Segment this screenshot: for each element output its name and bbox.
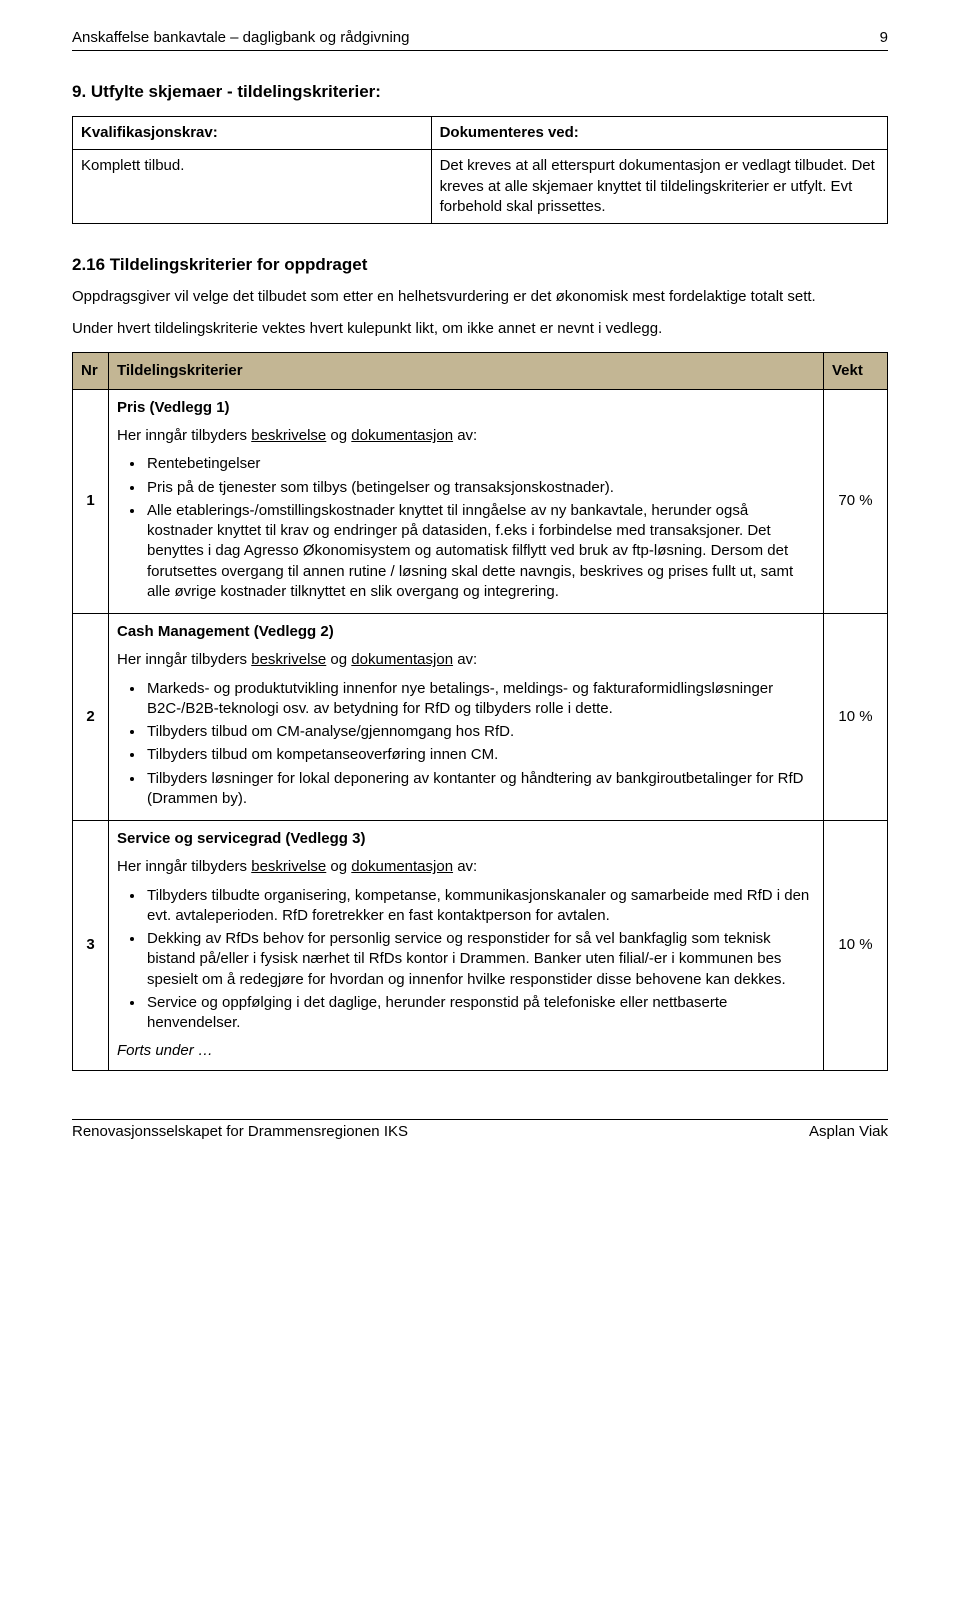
section-9-heading: 9. Utfylte skjemaer - tildelingskriterie… — [72, 81, 888, 104]
criteria-bullet: Tilbyders tilbud om CM-analyse/gjennomga… — [145, 722, 815, 742]
criteria-bullet: Pris på de tjenester som tilbys (betinge… — [145, 478, 815, 498]
qual-col2-header: Dokumenteres ved: — [431, 117, 887, 150]
criteria-bullet: Alle etablerings-/omstillingskostnader k… — [145, 501, 815, 602]
criteria-bullets: Tilbyders tilbudte organisering, kompeta… — [117, 886, 815, 1034]
qual-col1-value: Komplett tilbud. — [73, 150, 432, 224]
footer-right: Asplan Viak — [809, 1122, 888, 1142]
section-216-p1: Oppdragsgiver vil velge det tilbudet som… — [72, 287, 888, 307]
criteria-bullets: Markeds- og produktutvikling innenfor ny… — [117, 679, 815, 810]
qualification-table: Kvalifikasjonskrav: Dokumenteres ved: Ko… — [72, 116, 888, 224]
qual-col1-header: Kvalifikasjonskrav: — [73, 117, 432, 150]
criteria-bullet: Tilbyders tilbudte organisering, kompeta… — [145, 886, 815, 927]
criteria-row-vekt: 10 % — [824, 821, 888, 1071]
criteria-header-krit: Tildelingskriterier — [109, 352, 824, 389]
criteria-bullet: Dekking av RfDs behov for personlig serv… — [145, 929, 815, 990]
criteria-bullet: Service og oppfølging i det daglige, her… — [145, 993, 815, 1034]
criteria-forts: Forts under … — [117, 1041, 815, 1061]
criteria-bullets: Rentebetingelser Pris på de tjenester som… — [117, 454, 815, 602]
header-page-number: 9 — [880, 28, 888, 48]
page-footer: Renovasjonsselskapet for Drammensregione… — [72, 1119, 888, 1142]
section-216-heading: 2.16 Tildelingskriterier for oppdraget — [72, 254, 888, 277]
header-title: Anskaffelse bankavtale – dagligbank og r… — [72, 28, 409, 48]
criteria-bullet: Tilbyders løsninger for lokal deponering… — [145, 769, 815, 810]
criteria-row-nr: 3 — [73, 821, 109, 1071]
criteria-title: Pris (Vedlegg 1) — [117, 398, 815, 418]
criteria-table: Nr Tildelingskriterier Vekt 1Pris (Vedle… — [72, 352, 888, 1071]
criteria-intro: Her inngår tilbyders beskrivelse og doku… — [117, 426, 815, 446]
criteria-intro: Her inngår tilbyders beskrivelse og doku… — [117, 650, 815, 670]
criteria-bullet: Rentebetingelser — [145, 454, 815, 474]
criteria-header-nr: Nr — [73, 352, 109, 389]
criteria-header-vekt: Vekt — [824, 352, 888, 389]
criteria-row-body: Cash Management (Vedlegg 2) Her inngår ti… — [109, 614, 824, 821]
criteria-row-nr: 2 — [73, 614, 109, 821]
criteria-title: Cash Management (Vedlegg 2) — [117, 622, 815, 642]
criteria-row-vekt: 10 % — [824, 614, 888, 821]
criteria-bullet: Tilbyders tilbud om kompetanseoverføring… — [145, 745, 815, 765]
section-216-p2: Under hvert tildelingskriterie vektes hv… — [72, 319, 888, 339]
criteria-row-nr: 1 — [73, 389, 109, 613]
criteria-row-body: Pris (Vedlegg 1) Her inngår tilbyders bes… — [109, 389, 824, 613]
criteria-title: Service og servicegrad (Vedlegg 3) — [117, 829, 815, 849]
qual-col2-value: Det kreves at all etterspurt dokumentasj… — [431, 150, 887, 224]
page-header: Anskaffelse bankavtale – dagligbank og r… — [72, 28, 888, 51]
criteria-row-body: Service og servicegrad (Vedlegg 3) Her in… — [109, 821, 824, 1071]
footer-left: Renovasjonsselskapet for Drammensregione… — [72, 1122, 408, 1142]
criteria-bullet: Markeds- og produktutvikling innenfor ny… — [145, 679, 815, 720]
criteria-intro: Her inngår tilbyders beskrivelse og doku… — [117, 857, 815, 877]
criteria-row-vekt: 70 % — [824, 389, 888, 613]
